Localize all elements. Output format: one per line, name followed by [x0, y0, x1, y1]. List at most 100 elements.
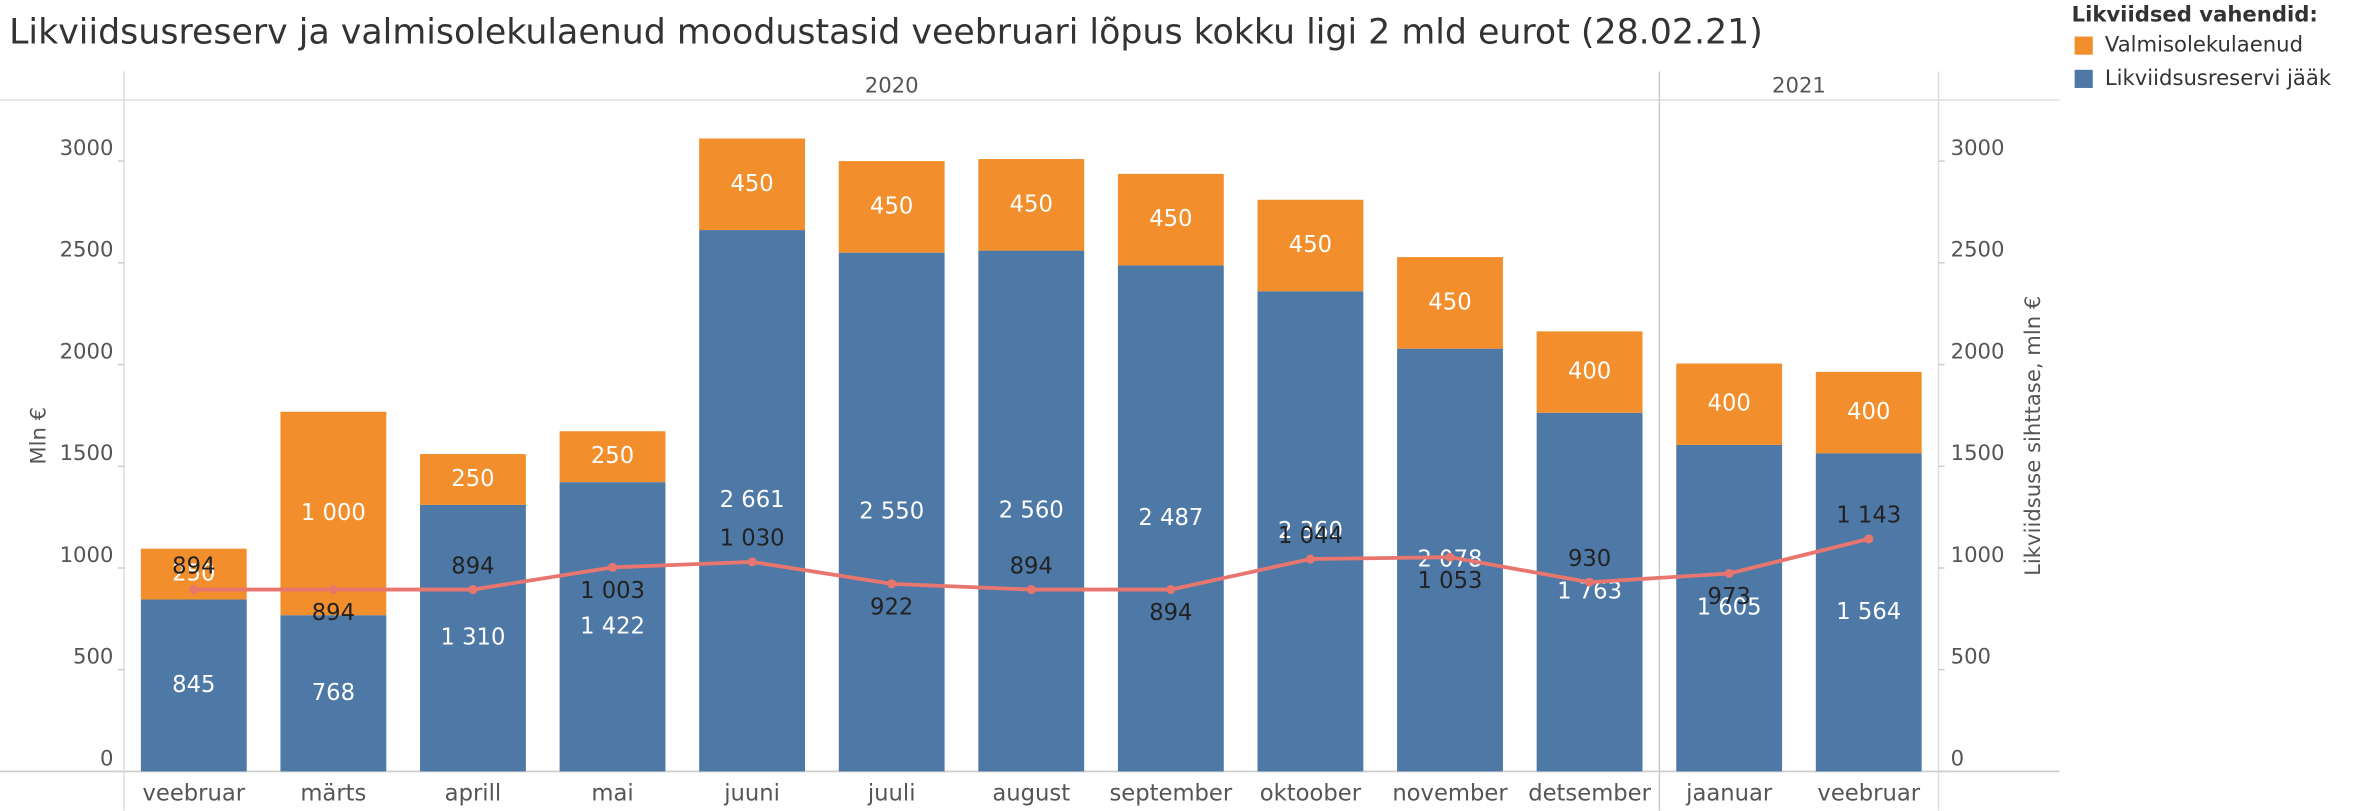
y-axis-title: Mln € — [25, 407, 50, 465]
value-label: 250 — [451, 466, 494, 492]
value-label: 2 487 — [1138, 505, 1203, 531]
x-tick-label: oktoober — [1260, 781, 1362, 807]
chart-title: Likviidsusreserv ja valmisolekulaenud mo… — [9, 13, 1763, 53]
value-label: 250 — [172, 561, 215, 587]
y2-tick-label: 3000 — [1951, 135, 2005, 160]
bar-segment — [1536, 331, 1643, 413]
line-point — [887, 579, 897, 589]
y-tick-label: 500 — [73, 644, 113, 669]
legend-label: Likviidsusreservi jääk — [2105, 65, 2332, 90]
x-tick-label: september — [1109, 781, 1232, 807]
line-point — [1724, 568, 1734, 579]
y2-axis-title: Likviidsuse sihttase, mln € — [2020, 296, 2045, 576]
line-point — [1864, 534, 1874, 544]
bar-segment — [1117, 265, 1224, 772]
line-value-label: 930 — [1568, 546, 1611, 572]
value-label: 450 — [1149, 206, 1192, 232]
legend-swatch — [2074, 69, 2093, 88]
value-label: 450 — [1010, 191, 1053, 217]
bar-segment — [1676, 363, 1783, 445]
line-value-label: 922 — [870, 595, 913, 621]
value-label: 450 — [1428, 289, 1471, 315]
bar-segment — [280, 615, 387, 772]
line-value-label: 1 053 — [1418, 568, 1483, 594]
x-tick-label: jaanuar — [1685, 781, 1773, 807]
year-label: 2020 — [865, 72, 919, 97]
bar-segment — [1815, 453, 1922, 772]
line-point — [607, 562, 618, 572]
bar-segment — [559, 431, 666, 483]
value-label: 2 360 — [1278, 518, 1343, 544]
value-label: 768 — [312, 680, 355, 706]
line-value-label: 973 — [1708, 584, 1751, 610]
value-label: 845 — [172, 672, 215, 698]
y-tick-label: 3000 — [60, 135, 114, 160]
x-tick-label: veebruar — [1817, 781, 1920, 807]
value-label: 1 310 — [440, 625, 505, 651]
bar-segment — [559, 482, 666, 772]
line-point — [1445, 552, 1455, 562]
legend-label: Valmisolekulaenud — [2105, 32, 2303, 57]
value-label: 2 661 — [720, 487, 785, 513]
value-label: 400 — [1708, 391, 1751, 417]
x-tick-label: detsember — [1528, 781, 1651, 807]
y-tick-label: 0 — [100, 745, 113, 770]
bar-segment — [838, 252, 945, 772]
value-label: 400 — [1847, 399, 1890, 425]
line-point — [1026, 585, 1036, 595]
y2-tick-label: 2000 — [1951, 338, 2005, 363]
legend-title: Likviidsed vahendid: — [2072, 1, 2318, 26]
bar-segment — [1117, 173, 1224, 266]
line-value-label: 894 — [451, 553, 494, 579]
line-point — [1305, 554, 1315, 564]
x-tick-label: märts — [300, 781, 366, 807]
year-label: 2021 — [1772, 72, 1826, 97]
line-value-label: 894 — [1149, 600, 1192, 626]
y-tick-label: 2500 — [60, 237, 114, 262]
line-value-label: 1 030 — [720, 526, 785, 552]
line-point — [1166, 585, 1176, 595]
bar-segment — [1397, 257, 1503, 349]
value-label: 2 560 — [999, 498, 1064, 524]
value-label: 1 564 — [1836, 599, 1901, 625]
value-label: 450 — [730, 171, 773, 197]
value-label: 450 — [1289, 232, 1332, 258]
bar-segment — [838, 161, 945, 253]
line-value-label: 894 — [172, 553, 215, 579]
bar-segment — [1257, 199, 1364, 292]
line-point — [189, 585, 199, 595]
line-value-label: 1 003 — [580, 578, 645, 604]
line-point — [328, 585, 338, 595]
y2-tick-label: 2500 — [1951, 237, 2005, 262]
bar-segment — [420, 504, 526, 772]
bar-segment — [140, 599, 247, 772]
line-value-label: 1 143 — [1836, 503, 1901, 529]
value-label: 450 — [870, 193, 913, 219]
x-tick-label: november — [1392, 781, 1508, 807]
x-tick-label: aprill — [445, 781, 502, 807]
line-point — [747, 557, 757, 567]
value-label: 400 — [1568, 359, 1611, 385]
bar-segment — [280, 411, 387, 616]
y-tick-label: 1000 — [60, 542, 114, 567]
bar-segment — [978, 250, 1085, 772]
bar-segment — [699, 138, 806, 231]
value-label: 2 550 — [859, 499, 924, 525]
line-point — [468, 585, 478, 595]
value-label: 1 000 — [301, 500, 366, 526]
line-point — [1585, 577, 1595, 587]
y2-tick-label: 1000 — [1951, 542, 2005, 567]
value-label: 250 — [591, 443, 634, 469]
y-tick-label: 1500 — [60, 440, 114, 465]
bar-segment — [420, 454, 526, 505]
value-label: 1 605 — [1697, 595, 1762, 621]
x-tick-label: mai — [591, 781, 633, 807]
line-value-label: 894 — [1010, 553, 1053, 579]
line-value-label: 1 044 — [1278, 523, 1343, 549]
x-tick-label: veebruar — [142, 781, 245, 807]
bar-segment — [1536, 412, 1643, 772]
value-label: 1 422 — [580, 613, 645, 639]
bar-segment — [1815, 371, 1922, 454]
